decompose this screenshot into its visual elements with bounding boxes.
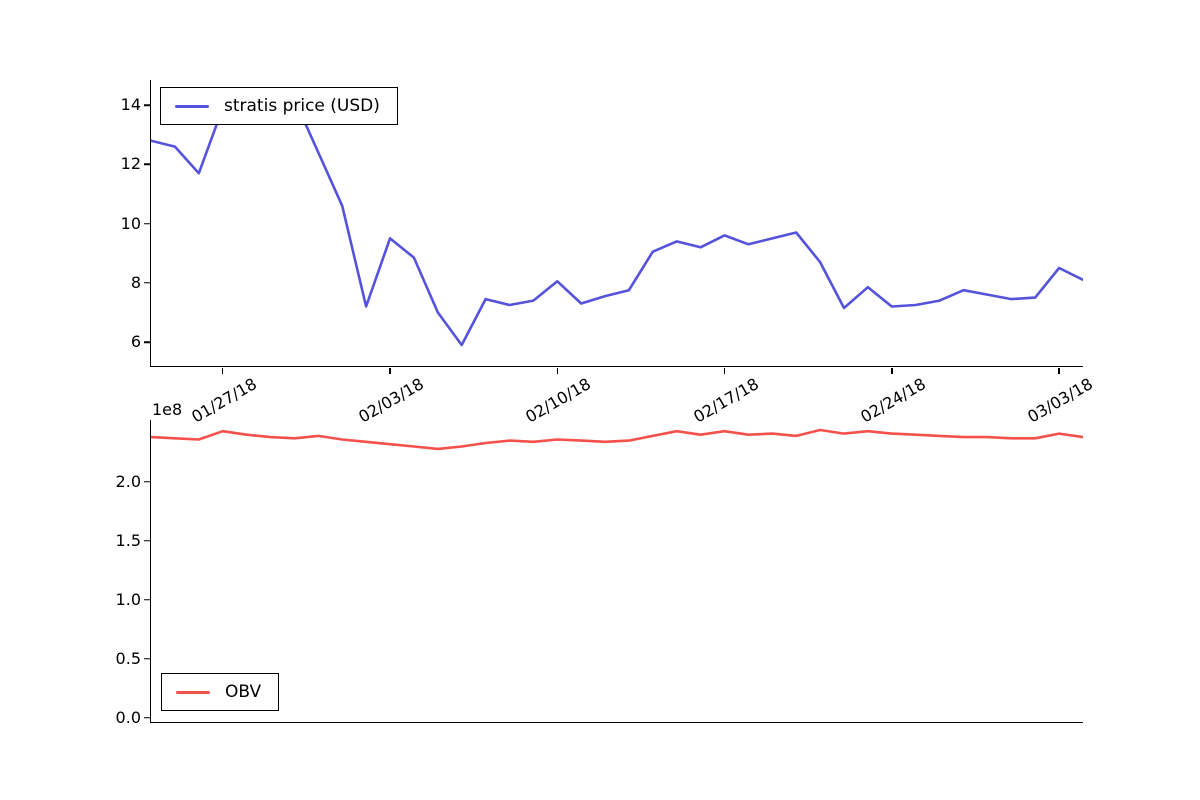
y-tick-mark: [143, 282, 150, 284]
y-tick-label: 6: [130, 332, 141, 351]
y-tick-label: 14: [120, 95, 141, 115]
obv-line-svg: [151, 428, 1083, 451]
x-tick-mark: [556, 367, 558, 374]
price-legend-line-icon: [175, 104, 209, 108]
obv-legend: OBV: [161, 673, 280, 711]
y-tick-mark: [143, 599, 150, 601]
price-legend: stratis price (USD): [160, 87, 398, 125]
x-tick-mark: [1058, 367, 1060, 374]
obv-line: [151, 428, 1083, 451]
y-tick-mark: [143, 717, 150, 719]
price-line: [151, 92, 1083, 347]
y-tick-label: 1.0: [115, 589, 141, 609]
y-tick-label: 12: [120, 154, 141, 174]
y-tick-label: 2.0: [115, 471, 141, 491]
y-tick-label: 10: [120, 213, 141, 233]
y-tick-label: 0.0: [115, 707, 141, 727]
y-tick-label: 8: [130, 272, 141, 292]
x-tick-mark: [389, 367, 391, 374]
y-tick-mark: [143, 341, 150, 343]
price-line-svg: [151, 92, 1083, 347]
price-chart-panel: stratis price (USD) 6 8 10 12 14 01/27/18 02/0…: [121, 80, 1096, 427]
x-tick-mark: [891, 367, 893, 374]
obv-axis-offset-label: 1e8: [152, 400, 183, 419]
y-tick-mark: [143, 658, 150, 660]
y-tick-label: 1.5: [115, 530, 141, 550]
y-tick-mark: [143, 222, 150, 225]
price-legend-label: stratis price (USD): [224, 96, 380, 116]
y-tick-mark: [143, 481, 150, 483]
y-tick-label: 0.5: [115, 648, 141, 668]
obv-legend-line-icon: [176, 690, 210, 694]
obv-legend-label: OBV: [225, 682, 262, 702]
x-tick-mark: [723, 367, 726, 374]
y-tick-mark: [143, 104, 150, 106]
y-tick-mark: [143, 163, 150, 166]
y-tick-mark: [143, 540, 150, 542]
x-tick-mark: [221, 367, 224, 374]
obv-chart-panel: 1e8 OBV 0.0 0.5 1.0 1.5 2.0: [116, 402, 1083, 725]
